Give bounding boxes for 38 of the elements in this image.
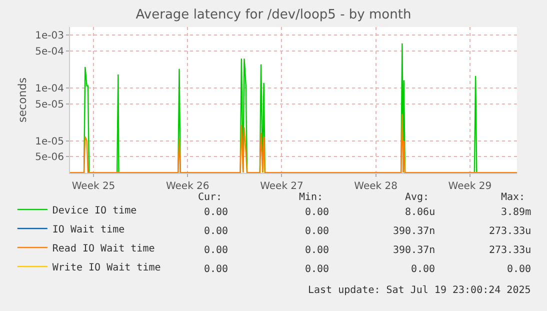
y-tick-label: 5e-06: [35, 152, 64, 164]
y-tick-label: 1e-03: [35, 30, 64, 42]
text: 0.00: [411, 264, 436, 275]
y-tick-label: 1e-05: [35, 136, 64, 148]
text: 8.06u: [405, 207, 436, 218]
text: 273.33u: [489, 226, 532, 237]
text: Max:: [501, 192, 526, 203]
text: 0.00: [305, 245, 330, 256]
text: Avg:: [405, 192, 430, 203]
text: Min:: [299, 192, 324, 203]
y-tick-label: 1e-04: [35, 83, 64, 94]
legend-label: IO Wait time: [52, 224, 125, 236]
x-tick-label: Week 29: [448, 181, 492, 192]
text: 0.00: [204, 207, 228, 218]
y-tick-label: 5e-05: [35, 99, 64, 110]
text: Last update: Sat Jul 19 23:00:24 2025: [308, 285, 531, 296]
text: 390.37n: [393, 226, 436, 237]
text: 3.89m: [501, 207, 532, 218]
legend-label: Read IO Wait time: [52, 243, 155, 254]
x-tick-label: Week 25: [72, 181, 116, 192]
text: 0.00: [204, 245, 228, 256]
y-tick-label: 5e-04: [35, 46, 64, 58]
chart-title: Average latency for /dev/loop5 - by month: [136, 8, 412, 23]
text: 0.00: [305, 207, 330, 218]
text: 0.00: [305, 264, 330, 275]
legend-label: Device IO time: [52, 205, 137, 216]
text: 0.00: [204, 226, 228, 237]
text: 273.33u: [489, 245, 532, 256]
text: 0.00: [204, 264, 228, 275]
legend-label: Write IO Wait time: [52, 262, 161, 274]
text: 0.00: [507, 264, 532, 275]
text: 390.37n: [393, 245, 436, 256]
x-tick-label: Week 26: [166, 181, 210, 192]
y-axis-title: seconds: [16, 77, 29, 122]
text: 0.00: [305, 226, 330, 237]
x-tick-label: Week 28: [354, 181, 398, 192]
text: Cur:: [198, 192, 222, 203]
x-tick-label: Week 27: [260, 181, 304, 192]
